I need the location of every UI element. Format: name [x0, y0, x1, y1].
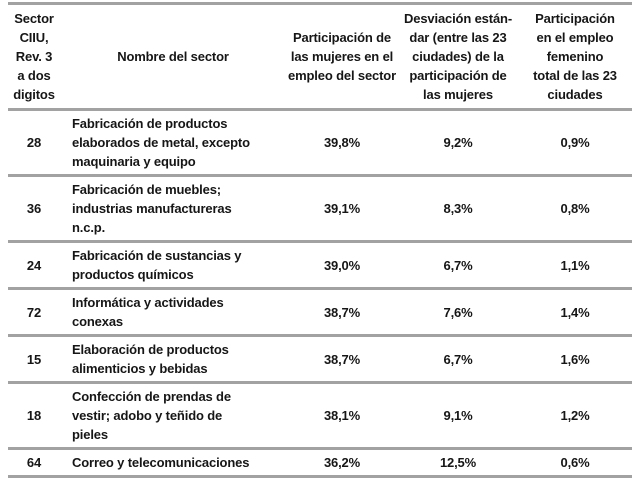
participation-cell: 36,2%	[323, 455, 361, 470]
sector-code-cell: 24	[26, 257, 42, 273]
participation-cell: 38,7%	[323, 351, 361, 367]
sector-name-cell: Fabricación de muebles; industrias manuf…	[72, 182, 232, 235]
column-header-sector-name: Nombre del sector	[60, 3, 286, 111]
stddev-cell: 7,6%	[443, 304, 473, 320]
participation-cell: 39,0%	[323, 257, 361, 273]
sector-name-cell: Elaboración de productos alimenticios y …	[72, 342, 229, 376]
sector-code-cell: 64	[26, 455, 42, 470]
sector-name-cell: Fabricación de productos elaborados de m…	[72, 116, 250, 169]
stddev-cell: 8,3%	[443, 201, 473, 216]
stddev-cell: 6,7%	[443, 257, 473, 273]
female-total-cell: 0,6%	[560, 455, 590, 470]
sector-participation-table: Sector CIIU, Rev. 3 a dos digitos Nombre…	[8, 2, 632, 478]
female-total-cell: 0,8%	[560, 201, 590, 216]
column-header-female-total: Participación en el empleo femenino tota…	[518, 3, 632, 111]
stddev-cell: 9,2%	[443, 135, 473, 150]
participation-cell: 39,8%	[323, 135, 361, 150]
sector-code-cell: 28	[26, 135, 42, 150]
sector-code-cell: 72	[26, 304, 42, 320]
stddev-cell: 12,5%	[439, 455, 477, 470]
female-total-cell: 1,1%	[560, 257, 590, 273]
column-header-sector-code: Sector CIIU, Rev. 3 a dos digitos	[8, 3, 60, 111]
table-header: Sector CIIU, Rev. 3 a dos digitos Nombre…	[8, 3, 632, 111]
participation-cell: 38,7%	[323, 304, 361, 320]
table-row: 36 Fabricación de muebles; industrias ma…	[8, 176, 632, 242]
participation-cell: 39,1%	[323, 201, 361, 216]
sector-name-cell: Informática y actividades conexas	[72, 295, 224, 329]
column-header-participation: Participación de las mujeres en el emple…	[286, 3, 398, 111]
female-total-cell: 1,6%	[560, 351, 590, 367]
column-header-stddev: Desviación están- dar (entre las 23 ciud…	[398, 3, 518, 111]
stddev-cell: 6,7%	[443, 351, 473, 367]
female-total-cell: 1,4%	[560, 304, 590, 320]
participation-cell: 38,1%	[323, 408, 361, 423]
stddev-cell: 9,1%	[443, 408, 473, 423]
header-row: Sector CIIU, Rev. 3 a dos digitos Nombre…	[8, 3, 632, 111]
table-row: 15 Elaboración de productos alimenticios…	[8, 336, 632, 383]
table-row: 72 Informática y actividades conexas 38,…	[8, 289, 632, 336]
table-row: 28 Fabricación de productos elaborados d…	[8, 110, 632, 176]
sector-name-cell: Fabricación de sustancias y productos qu…	[72, 248, 242, 282]
sector-code-cell: 36	[26, 201, 42, 216]
table-row: 18 Confección de prendas de vestir; adob…	[8, 383, 632, 449]
sector-name-cell: Confección de prendas de vestir; adobo y…	[72, 389, 231, 442]
table-body: 28 Fabricación de productos elaborados d…	[8, 110, 632, 477]
table-row: 64 Correo y telecomunicaciones 36,2% 12,…	[8, 449, 632, 477]
table-row: 24 Fabricación de sustancias y productos…	[8, 242, 632, 289]
sector-name-cell: Correo y telecomunicaciones	[72, 455, 250, 470]
sector-code-cell: 18	[26, 408, 42, 423]
female-total-cell: 0,9%	[560, 135, 590, 150]
female-total-cell: 1,2%	[560, 408, 590, 423]
sector-code-cell: 15	[26, 351, 42, 367]
